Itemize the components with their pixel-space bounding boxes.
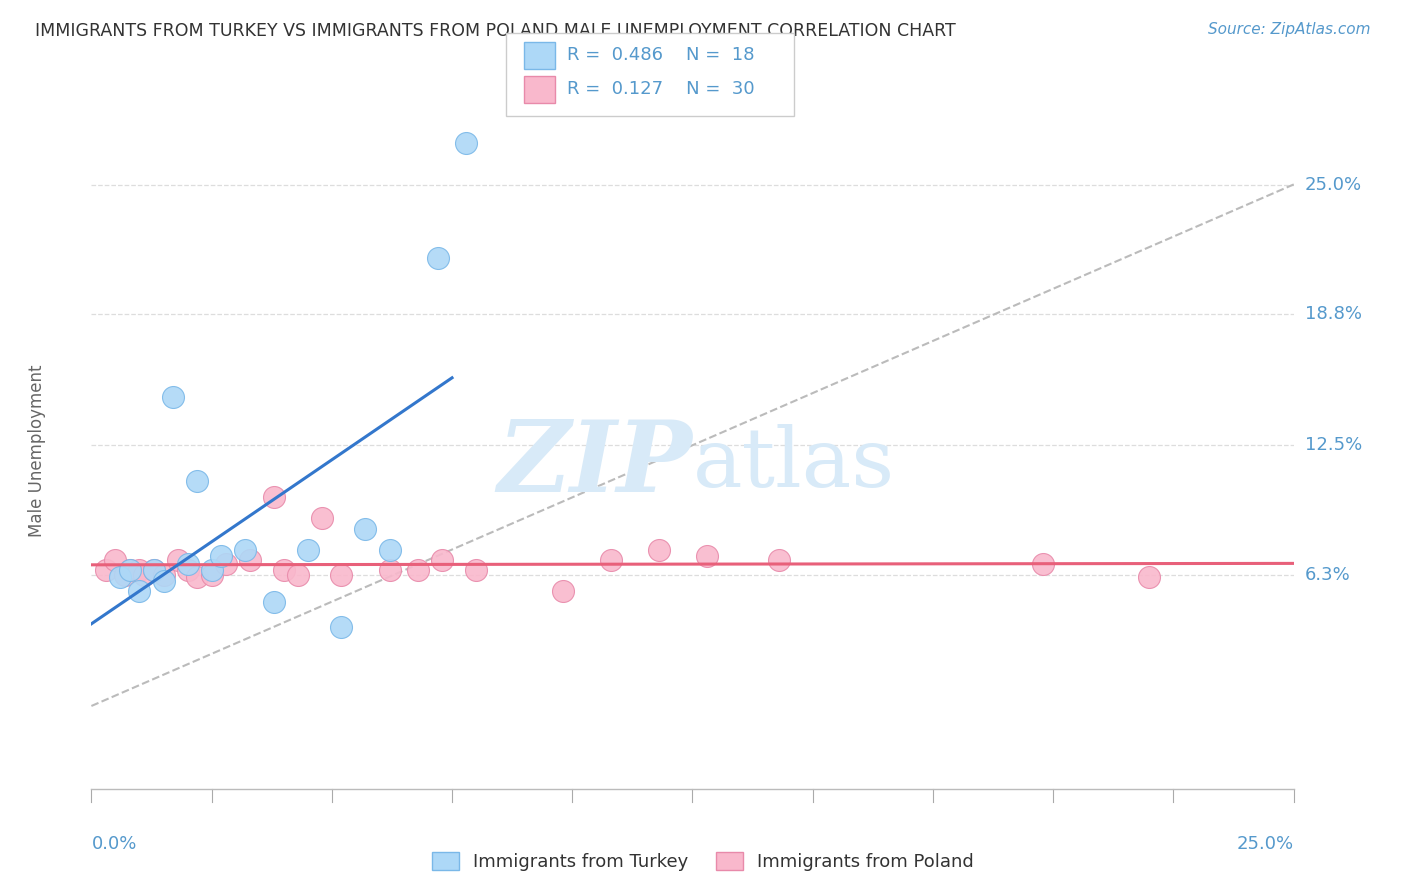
- Point: [176, 557, 198, 571]
- Point: [1032, 557, 1054, 571]
- Text: Source: ZipAtlas.com: Source: ZipAtlas.com: [1208, 22, 1371, 37]
- Point: [215, 557, 238, 571]
- Point: [311, 511, 333, 525]
- Point: [201, 567, 224, 582]
- Point: [239, 553, 262, 567]
- Text: R =  0.127    N =  30: R = 0.127 N = 30: [567, 80, 754, 98]
- Point: [378, 563, 401, 577]
- Point: [696, 549, 718, 563]
- Point: [768, 553, 790, 567]
- Point: [408, 563, 430, 577]
- Point: [432, 553, 454, 567]
- Point: [209, 549, 232, 563]
- Point: [104, 553, 127, 567]
- Text: 6.3%: 6.3%: [1305, 566, 1350, 583]
- Point: [114, 567, 136, 582]
- Point: [330, 567, 353, 582]
- Point: [287, 567, 309, 582]
- Point: [551, 584, 574, 599]
- Point: [263, 491, 285, 505]
- Point: [128, 563, 150, 577]
- Point: [378, 542, 401, 557]
- Point: [201, 563, 224, 577]
- Point: [118, 563, 141, 577]
- Point: [94, 563, 117, 577]
- Text: 12.5%: 12.5%: [1305, 436, 1362, 454]
- Point: [134, 567, 156, 582]
- Text: 25.0%: 25.0%: [1305, 176, 1362, 194]
- Point: [186, 569, 208, 583]
- Text: atlas: atlas: [692, 424, 894, 504]
- Text: Male Unemployment: Male Unemployment: [28, 364, 46, 537]
- Point: [1137, 569, 1160, 583]
- Point: [426, 251, 449, 265]
- Point: [186, 474, 208, 488]
- Point: [465, 563, 488, 577]
- Point: [233, 542, 256, 557]
- Point: [330, 620, 353, 634]
- Point: [176, 563, 198, 577]
- Point: [118, 563, 141, 577]
- Text: 18.8%: 18.8%: [1305, 305, 1361, 323]
- Point: [354, 522, 377, 536]
- Point: [648, 542, 671, 557]
- Point: [142, 563, 165, 577]
- Point: [599, 553, 621, 567]
- Text: 25.0%: 25.0%: [1236, 835, 1294, 854]
- Point: [297, 542, 319, 557]
- Point: [128, 584, 150, 599]
- Text: R =  0.486    N =  18: R = 0.486 N = 18: [567, 46, 754, 64]
- Legend: Immigrants from Turkey, Immigrants from Poland: Immigrants from Turkey, Immigrants from …: [425, 845, 981, 879]
- Point: [110, 569, 132, 583]
- Point: [263, 595, 285, 609]
- Point: [142, 563, 165, 577]
- Point: [167, 553, 190, 567]
- Point: [456, 136, 478, 150]
- Text: 0.0%: 0.0%: [91, 835, 136, 854]
- Point: [152, 574, 174, 588]
- Point: [273, 563, 295, 577]
- Point: [162, 390, 184, 404]
- Text: ZIP: ZIP: [498, 416, 692, 512]
- Text: IMMIGRANTS FROM TURKEY VS IMMIGRANTS FROM POLAND MALE UNEMPLOYMENT CORRELATION C: IMMIGRANTS FROM TURKEY VS IMMIGRANTS FRO…: [35, 22, 956, 40]
- Point: [152, 567, 174, 582]
